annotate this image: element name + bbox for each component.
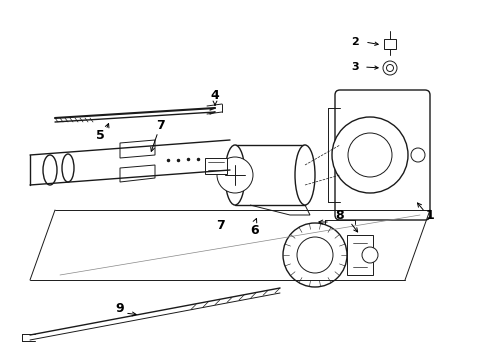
Text: 1: 1 bbox=[426, 208, 434, 221]
Text: 7: 7 bbox=[156, 118, 164, 131]
Polygon shape bbox=[120, 140, 155, 158]
Bar bbox=[205, 158, 227, 174]
Ellipse shape bbox=[62, 154, 74, 182]
Circle shape bbox=[348, 133, 392, 177]
Bar bbox=[384, 39, 396, 49]
Text: 8: 8 bbox=[336, 208, 344, 221]
Ellipse shape bbox=[43, 155, 57, 185]
Bar bbox=[235, 145, 305, 205]
Text: 5: 5 bbox=[96, 129, 104, 141]
Circle shape bbox=[332, 117, 408, 193]
Circle shape bbox=[362, 247, 378, 263]
Text: 6: 6 bbox=[251, 224, 259, 237]
Circle shape bbox=[217, 157, 253, 193]
Circle shape bbox=[383, 61, 397, 75]
Circle shape bbox=[387, 64, 393, 72]
Ellipse shape bbox=[295, 145, 315, 205]
Text: 9: 9 bbox=[116, 302, 124, 315]
Circle shape bbox=[283, 223, 347, 287]
Circle shape bbox=[411, 148, 425, 162]
Polygon shape bbox=[120, 165, 155, 182]
Ellipse shape bbox=[225, 145, 245, 205]
Text: 3: 3 bbox=[351, 62, 359, 72]
Polygon shape bbox=[347, 235, 373, 275]
Text: 4: 4 bbox=[211, 89, 220, 102]
Circle shape bbox=[297, 237, 333, 273]
Text: 2: 2 bbox=[351, 37, 359, 47]
Text: 7: 7 bbox=[216, 219, 224, 231]
FancyBboxPatch shape bbox=[335, 90, 430, 220]
